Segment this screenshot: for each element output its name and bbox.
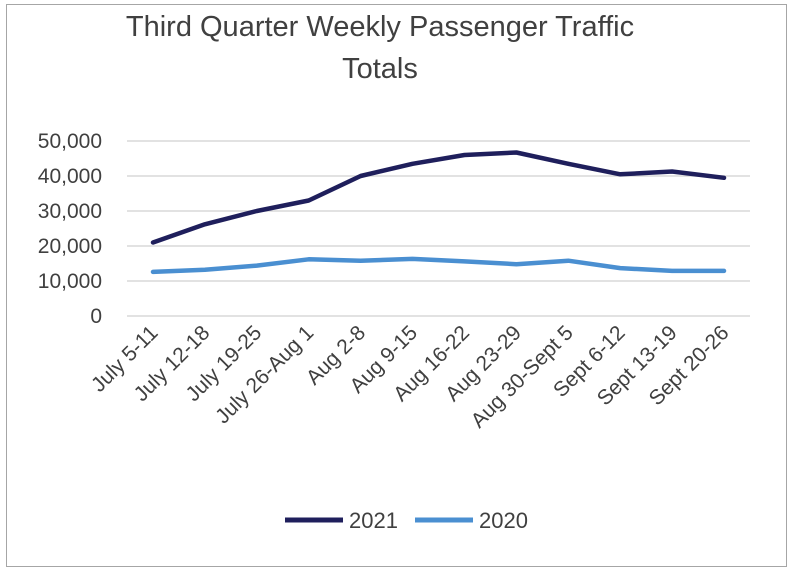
chart-title-line-2: Totals bbox=[342, 53, 418, 85]
series-line-2021 bbox=[150, 150, 727, 245]
chart-title-line-1: Third Quarter Weekly Passenger Traffic bbox=[125, 11, 635, 43]
y-tick-label: 50,000 bbox=[38, 130, 102, 153]
y-axis-tick-labels: 0 10,000 20,000 30,000 40,000 50,000 bbox=[38, 130, 102, 328]
series-lines bbox=[150, 150, 727, 275]
chart-frame bbox=[6, 4, 787, 567]
gridlines bbox=[127, 140, 750, 317]
chart-title: Third Quarter Weekly Passenger Traffic T… bbox=[20, 6, 740, 90]
legend-label-2020: 2020 bbox=[479, 508, 528, 533]
legend: 2021 2020 bbox=[285, 508, 528, 533]
series-line-2020 bbox=[150, 256, 727, 275]
legend-label-2021: 2021 bbox=[349, 508, 398, 533]
y-tick-label: 30,000 bbox=[38, 200, 102, 223]
y-tick-label: 20,000 bbox=[38, 235, 102, 258]
y-tick-label: 40,000 bbox=[38, 165, 102, 188]
y-tick-label: 0 bbox=[90, 305, 102, 328]
y-tick-label: 10,000 bbox=[38, 270, 102, 293]
